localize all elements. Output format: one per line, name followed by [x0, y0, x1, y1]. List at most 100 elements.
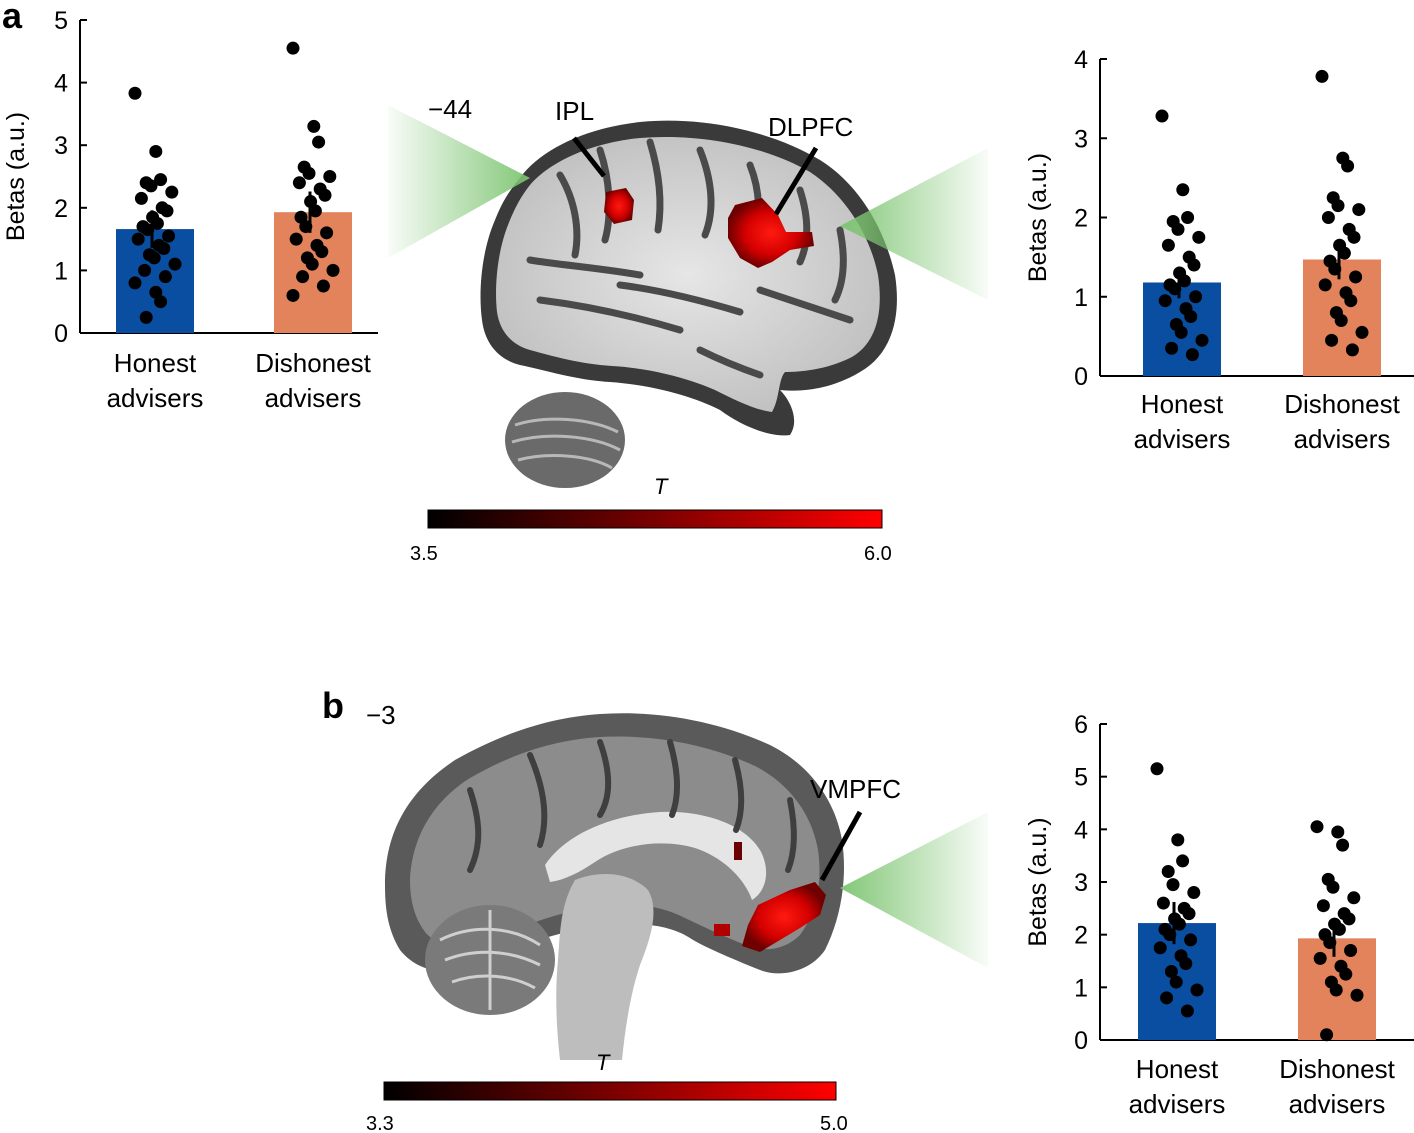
data-point: [162, 229, 176, 243]
wedge-a-right: [840, 148, 988, 300]
wedge-a-left: [388, 105, 530, 258]
y-tick-label: 3: [54, 132, 68, 160]
leader-ipl: [572, 136, 606, 178]
y-axis-label: Betas (a.u.): [1024, 153, 1052, 282]
data-point: [1160, 991, 1174, 1005]
category-label-line1: Dishonest: [1284, 389, 1400, 419]
data-point: [1321, 211, 1335, 224]
activation-dlpfc: [728, 198, 814, 268]
data-point: [1320, 1028, 1334, 1042]
brain-sagittal-lateral: IPL DLPFC: [480, 96, 897, 488]
data-point: [1310, 820, 1324, 834]
category-label-line1: Honest: [114, 348, 197, 378]
data-point: [1184, 310, 1198, 324]
data-point: [1176, 854, 1190, 868]
data-point: [1329, 983, 1343, 997]
data-point: [1325, 333, 1339, 347]
data-point: [1181, 211, 1195, 224]
data-point: [1328, 262, 1342, 276]
y-tick-label: 1: [1074, 974, 1088, 1002]
y-tick-label: 2: [54, 195, 68, 223]
data-point: [1347, 891, 1361, 905]
brain-a-cerebellum-folia: [511, 417, 621, 470]
data-point: [165, 185, 179, 199]
y-tick-label: 5: [54, 7, 68, 35]
data-point: [144, 179, 158, 193]
category-label-line1: Dishonest: [1279, 1054, 1395, 1084]
y-tick-label: 1: [54, 257, 68, 285]
y-tick-label: 2: [1074, 922, 1088, 950]
data-point: [1164, 965, 1178, 979]
data-point: [307, 119, 321, 133]
bar-chart-a-right: 0 1 2 3 4 Betas (a.u.) Honest advisers Dishonest…: [1024, 46, 1414, 454]
region-label-ipl: IPL: [555, 96, 594, 126]
data-point: [1185, 348, 1199, 362]
data-point: [315, 245, 329, 259]
data-point: [1345, 343, 1359, 357]
y-tick-label: 5: [1074, 764, 1088, 792]
y-tick-label: 1: [1074, 284, 1088, 312]
data-point: [1190, 983, 1204, 997]
brain-a-cerebellum: [505, 392, 625, 488]
y-tick-label: 4: [1074, 816, 1088, 844]
data-point: [1168, 282, 1182, 296]
y-tick-label: 4: [54, 70, 68, 98]
data-point: [1315, 69, 1329, 83]
colorbar-a-title: T: [654, 474, 669, 499]
data-point: [1332, 922, 1346, 936]
bar-chart-b-right: 0 1 2 3 4 5 6 Betas (a.u.) Honest advisers Dishone…: [1024, 711, 1414, 1119]
y-tick-label: 3: [1074, 869, 1088, 897]
brain-a-sulci: [526, 138, 854, 379]
data-point: [141, 223, 155, 237]
data-point: [1153, 941, 1167, 955]
data-point: [326, 263, 340, 277]
data-point: [134, 191, 148, 205]
data-point: [308, 204, 322, 218]
wedge-b-right: [840, 812, 988, 968]
data-point: [1336, 838, 1350, 852]
colorbar-a-max: 6.0: [864, 543, 892, 565]
data-point: [1195, 333, 1209, 347]
data-point: [1326, 880, 1340, 894]
region-label-vmpfc: VMPFC: [810, 774, 901, 804]
data-point: [1187, 886, 1201, 900]
colorbar-b: T 3.3 5.0: [366, 1050, 848, 1133]
category-label-line2: advisers: [107, 383, 204, 413]
activation-vmpfc: [742, 882, 826, 952]
data-point: [154, 173, 168, 187]
category-label-line2: advisers: [1129, 1089, 1226, 1119]
data-point: [302, 166, 316, 180]
data-point: [154, 295, 168, 309]
data-point: [1171, 222, 1185, 236]
brain-b-brainstem: [556, 874, 654, 1060]
data-point: [150, 216, 164, 230]
data-point: [296, 270, 310, 284]
data-point: [1179, 957, 1193, 971]
data-point: [1192, 230, 1206, 244]
data-point: [1342, 912, 1356, 926]
data-point: [160, 204, 174, 218]
data-point: [1187, 258, 1201, 272]
slice-label-b: −3: [366, 700, 396, 730]
data-point: [168, 257, 182, 271]
data-point: [1171, 833, 1185, 847]
y-axis-label: Betas (a.u.): [1024, 817, 1052, 946]
colorbar-a-gradient: [427, 509, 883, 529]
y-tick-label: 6: [1074, 711, 1088, 739]
colorbar-a: T 3.5 6.0: [410, 474, 892, 565]
category-label-line1: Honest: [1141, 389, 1224, 419]
data-point: [286, 41, 300, 55]
data-point: [1155, 109, 1169, 123]
y-tick-label: 0: [1074, 363, 1088, 391]
region-label-dlpfc: DLPFC: [768, 112, 853, 142]
category-label-line1: Dishonest: [255, 348, 371, 378]
data-point: [1161, 864, 1175, 878]
y-tick-label: 0: [54, 320, 68, 348]
data-point: [1341, 159, 1355, 173]
data-point: [1355, 325, 1369, 339]
leader-dlpfc: [773, 146, 819, 216]
data-point: [128, 86, 142, 100]
data-point: [312, 135, 326, 149]
category-label-line2: advisers: [265, 383, 362, 413]
category-label-line1: Honest: [1136, 1054, 1219, 1084]
